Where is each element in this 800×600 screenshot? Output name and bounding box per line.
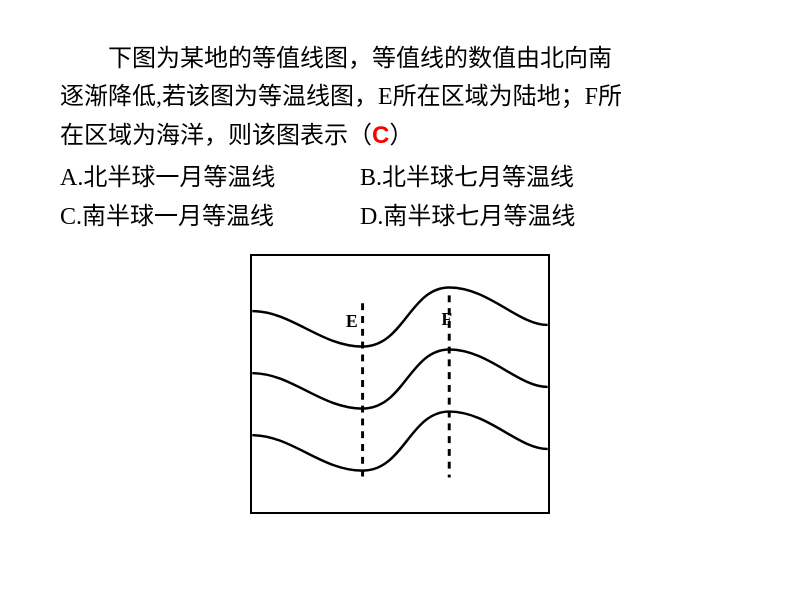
question-line1: 下图为某地的等值线图，等值线的数值由北向南 xyxy=(60,40,740,78)
diagram-container: EF xyxy=(60,254,740,514)
line3-before: 在区域为海洋，则该图表示（ xyxy=(60,123,372,149)
answer-letter: C xyxy=(372,122,389,149)
isoline-diagram: EF xyxy=(250,254,550,514)
question-line2: 逐渐降低,若该图为等温线图，E所在区域为陆地；F所 xyxy=(60,78,740,116)
options-row-1: A.北半球一月等温线 B.北半球七月等温线 xyxy=(60,159,740,197)
option-c: C.南半球一月等温线 xyxy=(60,198,360,236)
option-a: A.北半球一月等温线 xyxy=(60,159,360,197)
option-b: B.北半球七月等温线 xyxy=(360,159,574,197)
options-row-2: C.南半球一月等温线 D.南半球七月等温线 xyxy=(60,198,740,236)
question-block: 下图为某地的等值线图，等值线的数值由北向南 逐渐降低,若该图为等温线图，E所在区… xyxy=(60,40,740,155)
svg-text:E: E xyxy=(346,311,358,331)
svg-text:F: F xyxy=(441,309,452,329)
line3-after: ） xyxy=(389,123,413,149)
option-d: D.南半球七月等温线 xyxy=(360,198,575,236)
question-line3: 在区域为海洋，则该图表示（C） xyxy=(60,117,740,155)
options-block: A.北半球一月等温线 B.北半球七月等温线 C.南半球一月等温线 D.南半球七月… xyxy=(60,159,740,236)
